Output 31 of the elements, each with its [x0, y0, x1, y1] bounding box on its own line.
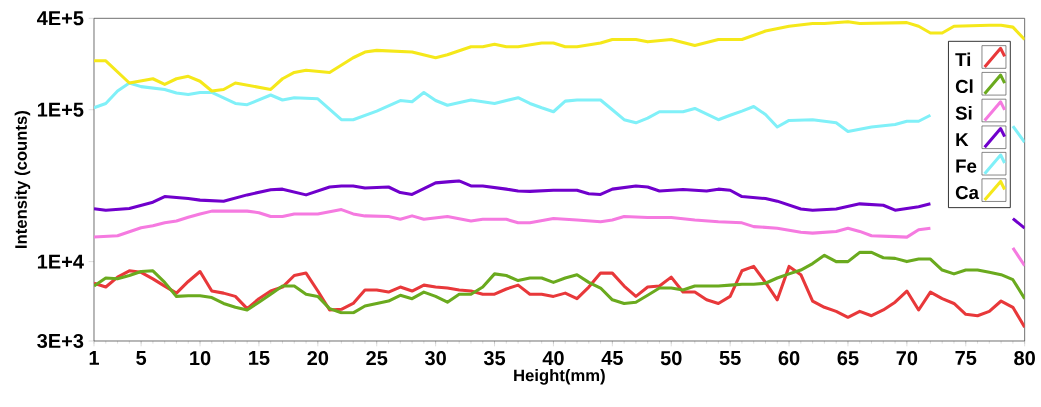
legend-label: Fe: [956, 159, 977, 173]
x-tick-label: 1: [89, 351, 99, 365]
x-tick-label: 25: [366, 351, 388, 366]
y-tick-label: 3E+3: [37, 333, 84, 349]
legend-label: K: [956, 133, 969, 147]
x-tick-label: 55: [719, 351, 741, 365]
legend-label: Ca: [955, 185, 980, 200]
x-tick-label: 10: [190, 351, 211, 366]
x-tick-label: 80: [1014, 351, 1035, 366]
legend-label: Cl: [955, 79, 973, 94]
y-tick-label: 1E+4: [37, 254, 84, 269]
x-tick-label: 35: [483, 351, 506, 366]
x-tick-label: 40: [542, 351, 564, 366]
x-axis-title: Height(mm): [514, 369, 605, 385]
x-tick-label: 65: [837, 351, 859, 366]
x-tick-label: 45: [601, 351, 623, 365]
legend-label: Si: [955, 106, 972, 120]
y-tick-label: 4E+5: [36, 11, 84, 26]
x-tick-label: 50: [660, 351, 682, 366]
x-tick-label: 60: [778, 351, 800, 366]
y-tick-label: 1E+5: [37, 102, 84, 117]
x-tick-label: 15: [249, 351, 270, 365]
line-series: [94, 20, 1025, 93]
y-axis-title: Intensity (counts): [14, 111, 31, 248]
x-tick-label: 70: [896, 351, 918, 366]
x-tick-label: 75: [955, 351, 977, 365]
x-tick-label: 20: [307, 351, 329, 366]
x-tick-label: 30: [424, 351, 446, 366]
line-series: [94, 264, 1025, 329]
legend-label: Ti: [955, 52, 971, 67]
x-tick-label: 5: [136, 351, 147, 365]
